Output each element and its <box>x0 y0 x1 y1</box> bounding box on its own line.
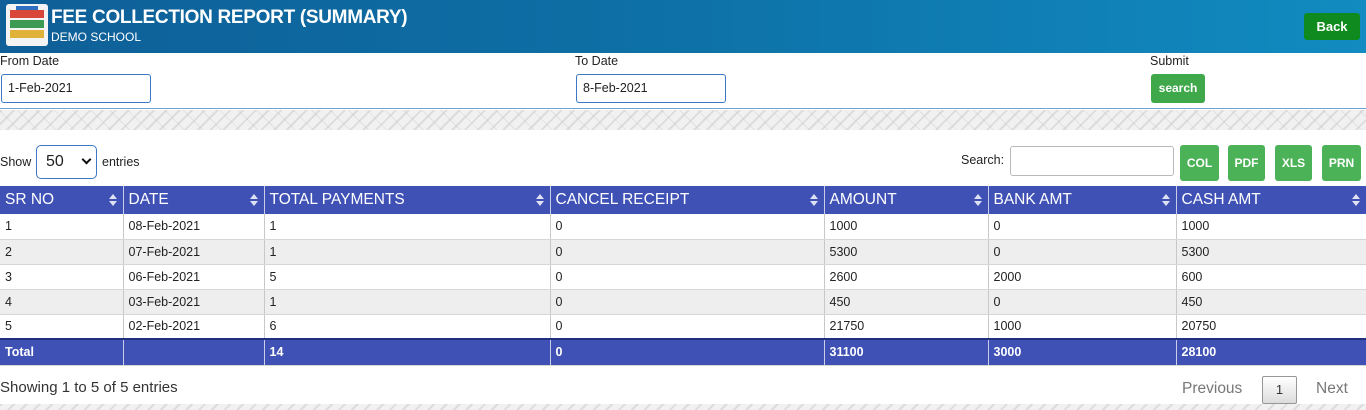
cell-date: 07-Feb-2021 <box>123 239 265 265</box>
cell-date: 08-Feb-2021 <box>123 214 265 240</box>
cell-sr-no: 1 <box>0 214 124 240</box>
cell-total-payments: 1 <box>264 289 551 315</box>
cell-cancel-receipt: 0 <box>550 314 825 340</box>
entries-value: 50 <box>46 153 64 170</box>
total-payments: 14 <box>264 338 551 366</box>
sort-icon <box>108 194 117 206</box>
pagination-previous[interactable]: Previous <box>1182 380 1243 397</box>
column-header-cash-amt[interactable]: CASH AMT <box>1176 186 1366 214</box>
page-title: FEE COLLECTION REPORT (SUMMARY) <box>51 7 408 28</box>
back-button[interactable]: Back <box>1304 13 1360 40</box>
pagination-page-1[interactable]: 1 <box>1262 376 1297 404</box>
cell-total-payments: 1 <box>264 239 551 265</box>
school-name: DEMO SCHOOL <box>51 30 142 44</box>
table-search-input[interactable] <box>1010 146 1174 176</box>
cell-total-payments: 5 <box>264 264 551 290</box>
school-logo-icon <box>6 4 48 46</box>
cell-sr-no: 4 <box>0 289 124 315</box>
total-date <box>123 338 265 366</box>
cell-bank-amt: 0 <box>988 239 1177 265</box>
table-header-row: SR NO DATE TOTAL PAYMENTS CANCEL RECEIPT… <box>0 186 1366 214</box>
column-header-cancel-receipt[interactable]: CANCEL RECEIPT <box>550 186 825 214</box>
cell-cancel-receipt: 0 <box>550 214 825 240</box>
cell-cancel-receipt: 0 <box>550 239 825 265</box>
sort-icon <box>1161 194 1170 206</box>
xls-button[interactable]: XLS <box>1275 145 1312 181</box>
pagination-next[interactable]: Next <box>1316 380 1348 397</box>
cell-cash-amt: 600 <box>1176 264 1366 290</box>
from-date-input[interactable]: 1-Feb-2021 <box>1 74 151 103</box>
cell-amount: 2600 <box>824 264 989 290</box>
to-date-input[interactable]: 8-Feb-2021 <box>576 74 726 103</box>
total-label: Total <box>0 338 124 366</box>
cell-amount: 21750 <box>824 314 989 340</box>
cell-sr-no: 2 <box>0 239 124 265</box>
cell-amount: 450 <box>824 289 989 315</box>
cell-cash-amt: 1000 <box>1176 214 1366 240</box>
cell-amount: 1000 <box>824 214 989 240</box>
cell-bank-amt: 0 <box>988 214 1177 240</box>
table-row: 5 02-Feb-2021 6 0 21750 1000 20750 <box>0 314 1366 340</box>
prn-button[interactable]: PRN <box>1322 145 1361 181</box>
table-search-label: Search: <box>961 153 1005 167</box>
cell-cash-amt: 5300 <box>1176 239 1366 265</box>
fee-summary-table: SR NO DATE TOTAL PAYMENTS CANCEL RECEIPT… <box>0 186 1366 366</box>
table-total-row: Total 14 0 31100 3000 28100 <box>0 338 1366 366</box>
table-row: 1 08-Feb-2021 1 0 1000 0 1000 <box>0 214 1366 240</box>
column-header-total-payments[interactable]: TOTAL PAYMENTS <box>264 186 551 214</box>
show-label: Show <box>0 155 32 169</box>
cell-total-payments: 6 <box>264 314 551 340</box>
pdf-button[interactable]: PDF <box>1228 145 1265 181</box>
column-header-sr-no[interactable]: SR NO <box>0 186 124 214</box>
col-button[interactable]: COL <box>1180 145 1219 181</box>
sort-icon <box>973 194 982 206</box>
cell-sr-no: 3 <box>0 264 124 290</box>
total-cash-amt: 28100 <box>1176 338 1366 366</box>
total-amount: 31100 <box>824 338 989 366</box>
submit-label: Submit <box>1150 54 1189 68</box>
divider <box>0 108 1366 109</box>
cell-cancel-receipt: 0 <box>550 264 825 290</box>
entries-select[interactable]: 50 <box>36 145 97 179</box>
cell-bank-amt: 0 <box>988 289 1177 315</box>
table-row: 3 06-Feb-2021 5 0 2600 2000 600 <box>0 264 1366 290</box>
cell-date: 02-Feb-2021 <box>123 314 265 340</box>
app-header: FEE COLLECTION REPORT (SUMMARY) DEMO SCH… <box>0 0 1366 53</box>
from-date-label: From Date <box>0 54 60 68</box>
total-bank-amt: 3000 <box>988 338 1177 366</box>
decorative-pattern <box>0 404 1366 410</box>
decorative-pattern <box>0 110 1366 130</box>
cell-date: 06-Feb-2021 <box>123 264 265 290</box>
sort-icon <box>535 194 544 206</box>
cell-cash-amt: 20750 <box>1176 314 1366 340</box>
cell-bank-amt: 2000 <box>988 264 1177 290</box>
chevron-down-icon <box>81 154 92 165</box>
cell-sr-no: 5 <box>0 314 124 340</box>
entries-label: entries <box>102 155 140 169</box>
column-header-bank-amt[interactable]: BANK AMT <box>988 186 1177 214</box>
column-header-date[interactable]: DATE <box>123 186 265 214</box>
cell-cash-amt: 450 <box>1176 289 1366 315</box>
cell-bank-amt: 1000 <box>988 314 1177 340</box>
sort-icon <box>1351 194 1360 206</box>
cell-cancel-receipt: 0 <box>550 289 825 315</box>
table-info: Showing 1 to 5 of 5 entries <box>0 379 178 396</box>
table-row: 4 03-Feb-2021 1 0 450 0 450 <box>0 289 1366 315</box>
column-header-amount[interactable]: AMOUNT <box>824 186 989 214</box>
sort-icon <box>809 194 818 206</box>
table-row: 2 07-Feb-2021 1 0 5300 0 5300 <box>0 239 1366 265</box>
total-cancel-receipt: 0 <box>550 338 825 366</box>
sort-icon <box>249 194 258 206</box>
cell-total-payments: 1 <box>264 214 551 240</box>
search-submit-button[interactable]: search <box>1151 74 1205 103</box>
to-date-label: To Date <box>575 54 619 68</box>
cell-date: 03-Feb-2021 <box>123 289 265 315</box>
cell-amount: 5300 <box>824 239 989 265</box>
